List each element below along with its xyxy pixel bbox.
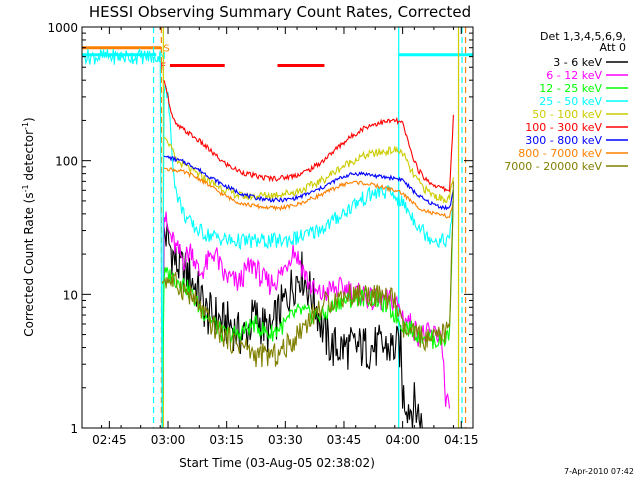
x-axis-label: Start Time (03-Aug-05 02:38:02) [179,456,375,470]
flag-label-N: N [158,51,165,62]
x-tick-label: 04:00 [385,433,420,447]
y-axis-label-sup2: -1 [21,122,30,130]
legend-label-2: 6 - 12 keV [546,69,602,82]
series-line-9 [161,181,454,368]
y-axis-label-end: ) [22,117,36,122]
legend-title-1: Det 1,3,4,5,6,9, [540,30,626,43]
legend-label-8: 800 - 7000 keV [518,147,602,160]
series-line-6 [163,80,454,193]
series-line-7 [163,155,454,211]
plot-area [82,47,454,428]
legend-label-1: 3 - 6 keV [553,56,602,69]
x-tick-label: 03:45 [327,433,362,447]
series-line-5 [163,136,454,204]
legend-title-2: Att 0 [600,41,626,54]
y-axis-label: Corrected Count Rate (s-1 detector-1) [21,117,36,336]
legend-label-6: 100 - 300 keV [525,121,602,134]
legend-label-7: 300 - 800 keV [525,134,602,147]
y-tick-label: 100 [55,155,78,169]
legend-label-4: 25 - 50 keV [539,95,602,108]
series-line-8 [163,166,454,219]
x-tick-label: 03:30 [268,433,303,447]
x-tick-label: 03:15 [209,433,244,447]
y-tick-label: 1000 [47,21,78,35]
y-tick-label: 10 [63,288,78,302]
x-axis: 02:45 03:00 03:15 03:30 03:45 04:00 04:15 [81,27,479,447]
legend-label-9: 7000 - 20000 keV [504,160,602,173]
y-axis-label-mid: detector [22,130,36,185]
x-tick-label: 02:45 [92,433,127,447]
series-line-4 [82,47,454,428]
flag-label-S: S [163,44,169,55]
y-axis-label-main: Corrected Count Rate (s [22,192,36,336]
legend-label-3: 12 - 25 keV [539,82,602,95]
series-line-1 [161,223,423,428]
legend-label-5: 50 - 100 keV [532,108,602,121]
x-tick-label: 03:00 [151,433,186,447]
chart-title: HESSI Observing Summary Count Rates, Cor… [89,3,471,21]
footer-timestamp: 7-Apr-2010 07:42 [564,467,634,476]
vertical-markers [152,27,467,428]
y-axis: 1 10 100 1000 [47,21,473,436]
flag-bars: SNF [82,44,473,73]
y-tick-label: 1 [70,422,78,436]
x-tick-label: 04:15 [444,433,479,447]
y-axis-label-sup1: -1 [21,184,30,192]
plot-frame [81,26,474,429]
